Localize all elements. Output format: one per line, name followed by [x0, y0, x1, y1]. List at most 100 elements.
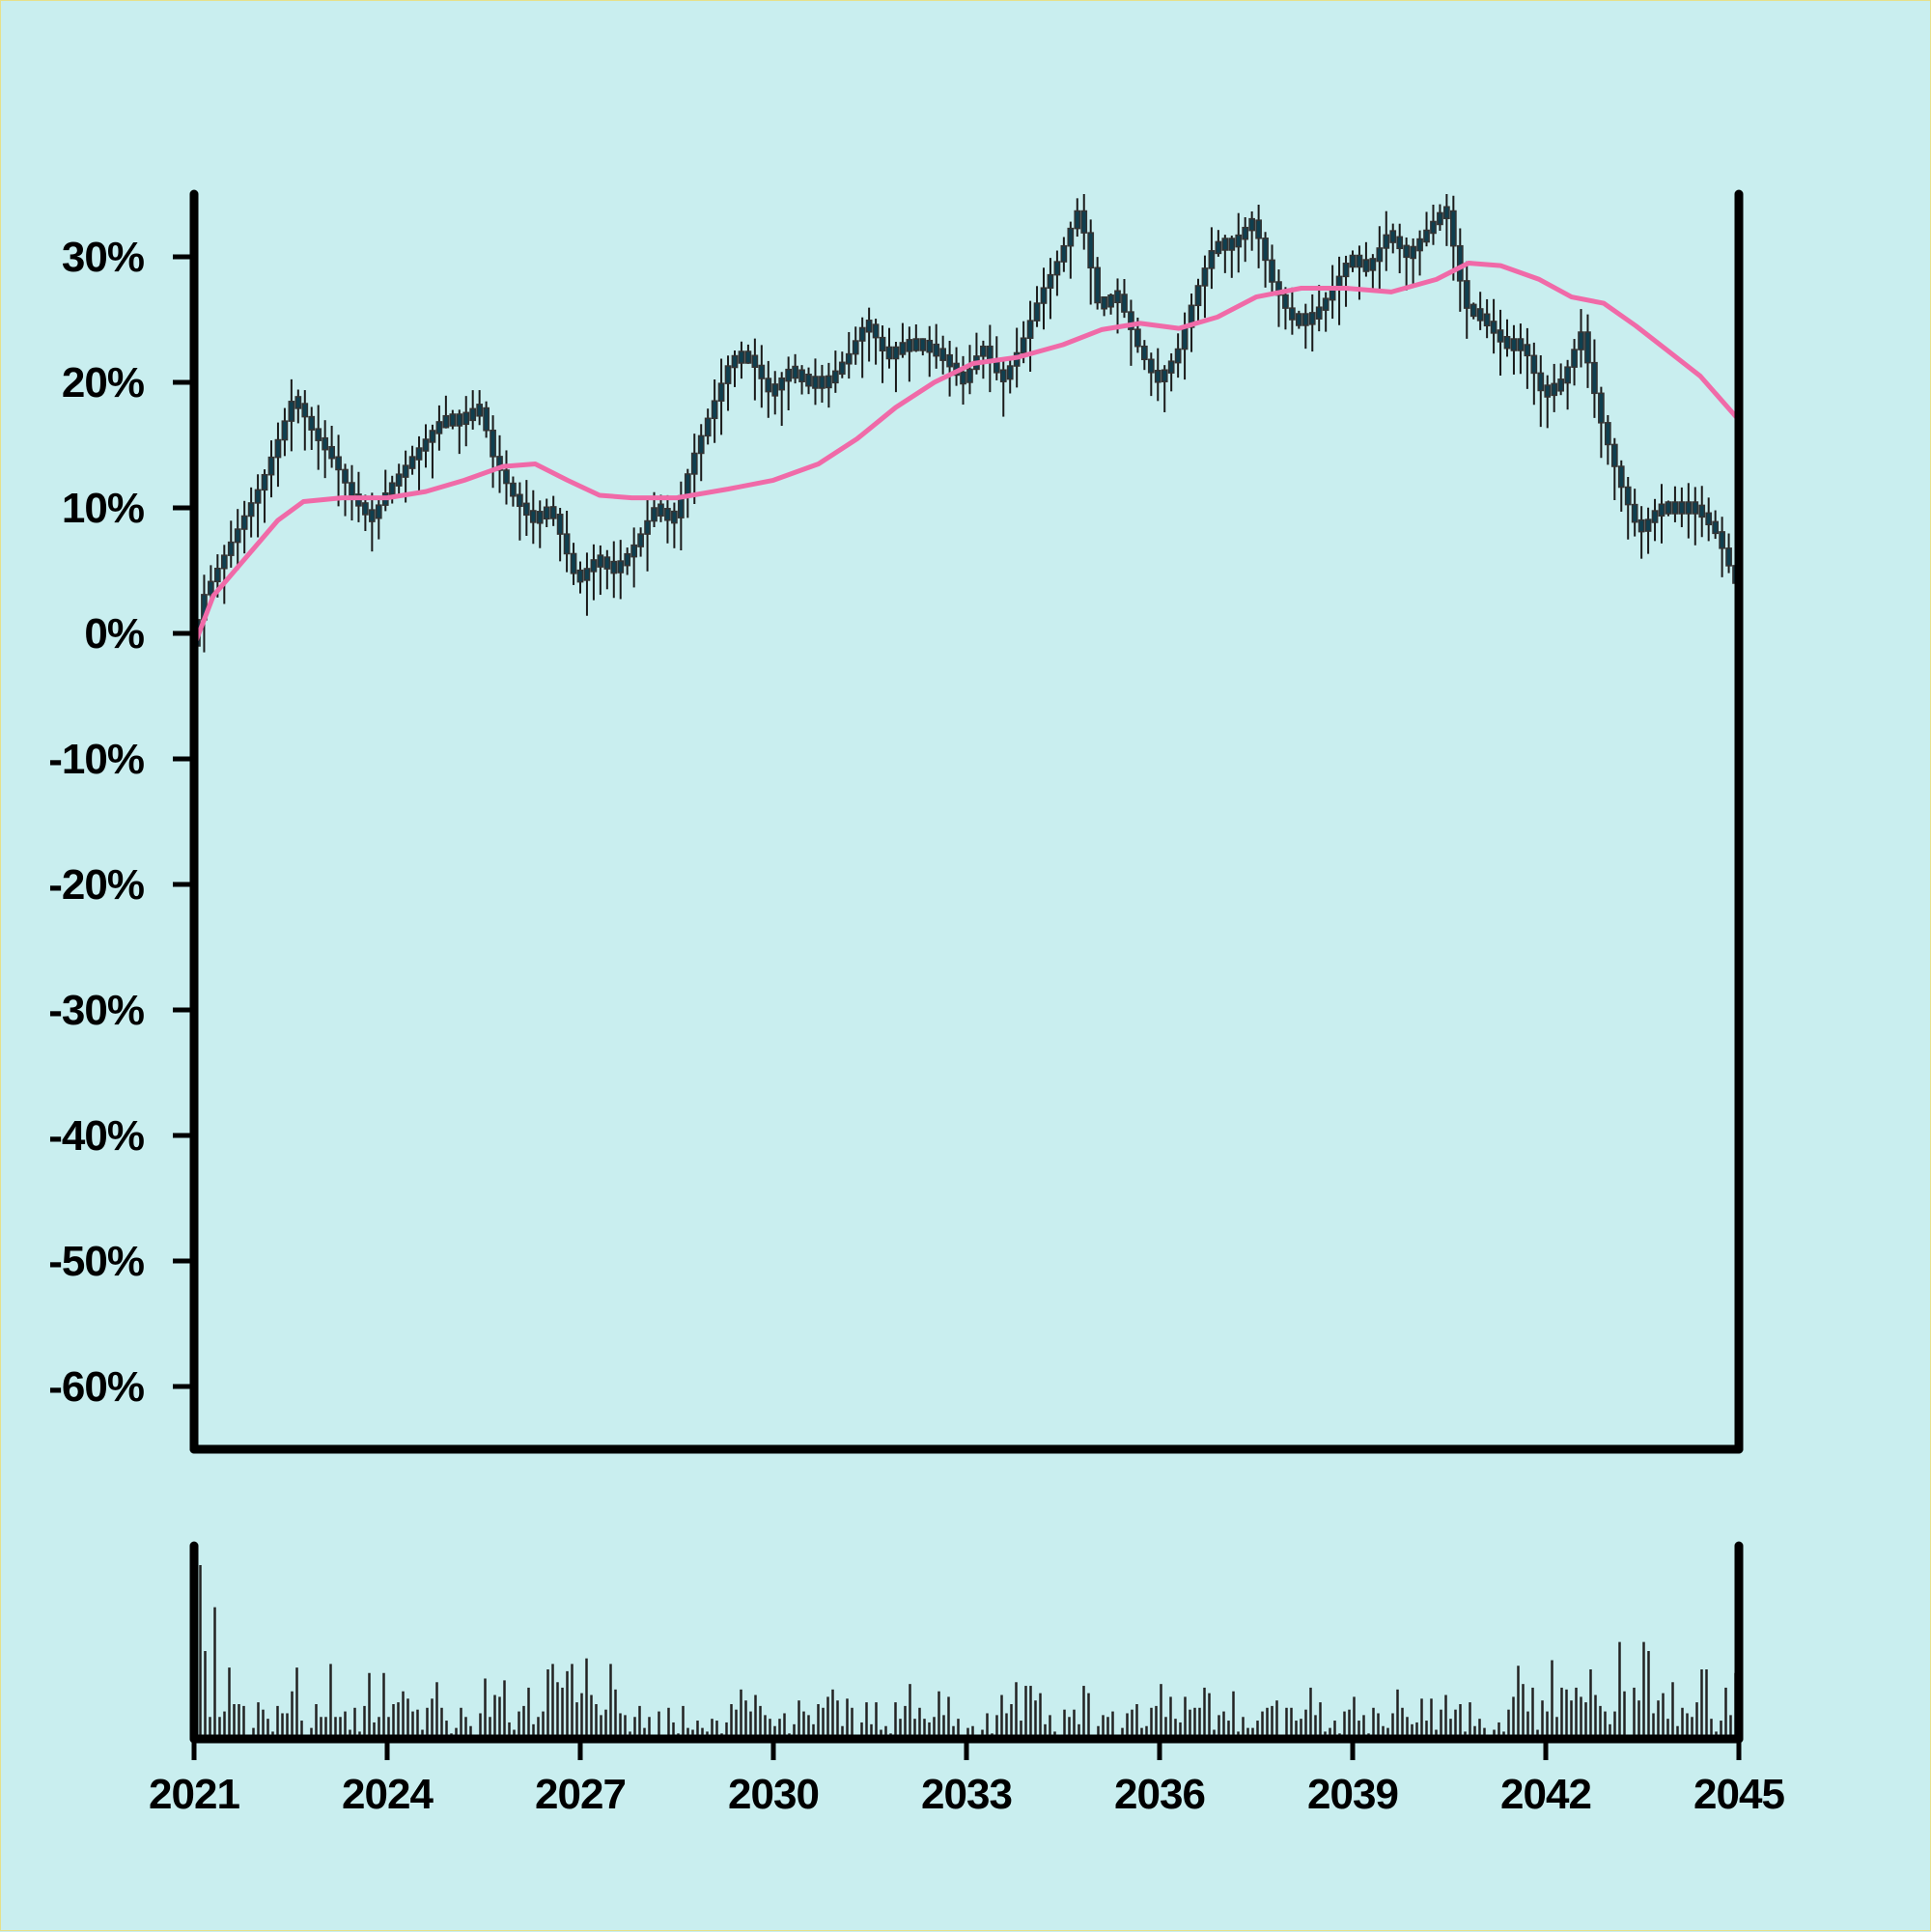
candle-body: [208, 580, 214, 596]
candle-body: [885, 346, 893, 360]
x-tick-label: 2045: [1693, 1771, 1784, 1818]
candle-body: [1665, 501, 1672, 515]
candle-body: [1308, 312, 1316, 325]
candle-body: [805, 373, 812, 387]
candle-body: [1242, 226, 1249, 240]
x-tick-label: 2039: [1307, 1771, 1398, 1818]
candle-body: [395, 473, 403, 487]
candle-body: [1053, 261, 1061, 276]
candle-body: [1248, 217, 1256, 232]
volume-bars: [199, 1565, 1742, 1739]
candle-body: [651, 507, 658, 522]
y-tick-label: 30%: [62, 234, 144, 281]
candle-body: [456, 413, 463, 427]
candle-body: [1692, 501, 1699, 515]
y-tick-label: -20%: [48, 861, 144, 909]
candle-body: [1033, 302, 1041, 322]
candle-body: [1301, 313, 1309, 326]
candle-body: [960, 371, 966, 385]
candle-body: [1591, 361, 1598, 395]
y-tick-label: -10%: [48, 736, 144, 783]
candle-body: [1181, 326, 1189, 350]
candle-body: [1476, 308, 1484, 322]
candle-body: [1215, 240, 1222, 255]
candle-body: [536, 511, 544, 524]
candle-body: [408, 456, 416, 469]
candle-body: [1403, 244, 1411, 259]
y-tick-label: 20%: [62, 359, 144, 406]
candle-body: [1114, 290, 1121, 304]
candle-body: [1671, 501, 1679, 515]
candle-body: [247, 502, 255, 518]
candle-body: [1134, 328, 1141, 348]
candle-body: [1416, 238, 1423, 252]
candle-body: [1235, 234, 1243, 248]
candle-body: [1107, 294, 1114, 308]
y-tick-label: -40%: [48, 1112, 144, 1160]
candle-body: [1020, 337, 1027, 354]
candle-body: [1087, 232, 1095, 269]
candle-body: [892, 346, 900, 360]
candle-body: [630, 544, 638, 558]
candle-body: [240, 515, 248, 530]
candle-body: [1154, 370, 1161, 383]
candle-body: [872, 323, 880, 339]
candle-body: [644, 519, 651, 535]
candle-body: [469, 407, 477, 422]
y-tick-label: 0%: [84, 610, 144, 658]
candle-body: [664, 508, 671, 521]
candle-body: [1194, 285, 1202, 307]
candle-body: [429, 430, 436, 443]
candle-body: [227, 541, 235, 556]
candle-body: [1725, 547, 1732, 567]
candle-body: [812, 376, 819, 389]
candle-body: [771, 383, 779, 397]
candle-body: [274, 438, 282, 459]
candle-body: [966, 368, 973, 383]
candle-body: [1571, 349, 1578, 368]
candle-body: [1295, 313, 1302, 326]
candle-body: [946, 353, 953, 368]
candle-body: [1383, 234, 1390, 249]
candle-body: [1530, 354, 1538, 375]
candle-body: [858, 326, 866, 342]
x-tick-label: 2033: [921, 1771, 1012, 1818]
candle-body: [831, 370, 839, 384]
candle-body: [1026, 320, 1034, 339]
candle-body: [1544, 384, 1552, 398]
candle-body: [658, 503, 664, 518]
candle-wicks: [196, 194, 1737, 662]
candle-body: [322, 436, 329, 451]
axes-frame: [189, 189, 1744, 1744]
candle-body: [1362, 259, 1370, 272]
candle-body: [1315, 306, 1323, 320]
candle-body: [637, 533, 644, 547]
y-tick-labels: 30% 20% 10% 0% -10% -20% -30% -40% -50% -60%: [48, 234, 145, 1411]
candle-body: [1410, 245, 1416, 260]
candle-body: [1329, 289, 1336, 301]
candle-body: [301, 403, 309, 418]
candle-body: [590, 559, 598, 573]
candle-body: [522, 502, 530, 517]
candle-body: [1524, 344, 1531, 357]
candle-body: [933, 343, 940, 357]
candle-body: [1349, 254, 1357, 268]
candle-body: [1128, 311, 1134, 330]
candle-body: [1228, 238, 1236, 251]
candle-body: [1463, 280, 1470, 309]
candle-body: [926, 339, 934, 353]
candle-body: [1456, 244, 1464, 282]
candle-body: [328, 445, 335, 460]
candle-body: [556, 514, 564, 535]
candle-body: [1188, 304, 1195, 328]
candle-body: [826, 375, 832, 389]
candle-body: [1047, 273, 1054, 289]
y-tick-label: 10%: [62, 485, 144, 532]
candle-body: [294, 396, 302, 409]
candle-body: [731, 354, 739, 369]
candle-body: [1221, 238, 1229, 251]
candle-body: [765, 378, 772, 393]
candle-body: [1651, 510, 1659, 523]
